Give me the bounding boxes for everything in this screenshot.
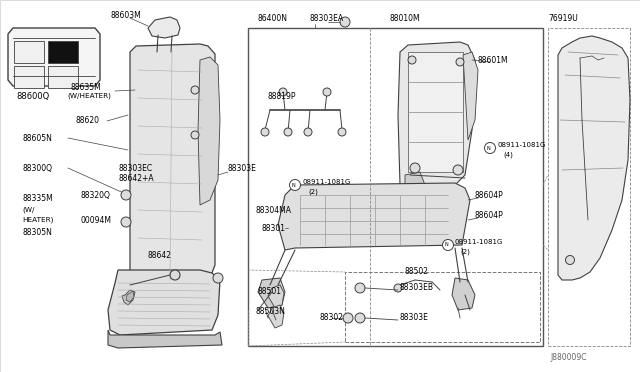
Circle shape [484,142,495,154]
Polygon shape [148,17,180,38]
Text: (W/: (W/ [22,207,35,213]
Text: 88303EC: 88303EC [118,164,152,173]
Circle shape [338,128,346,136]
Polygon shape [126,291,134,302]
Circle shape [355,283,365,293]
Circle shape [170,270,180,280]
Bar [48,66,78,88]
Text: 88642: 88642 [148,250,172,260]
Text: 08911-1081G: 08911-1081G [455,239,504,245]
Text: 88635M: 88635M [70,83,100,92]
Circle shape [343,313,353,323]
Circle shape [304,128,312,136]
Polygon shape [463,52,478,140]
Text: 88335M: 88335M [22,193,52,202]
Polygon shape [398,42,475,188]
Text: 88303E: 88303E [228,164,257,173]
Circle shape [340,17,350,27]
Circle shape [453,165,463,175]
Text: (2): (2) [308,189,318,195]
Text: 88501: 88501 [258,288,282,296]
Circle shape [121,190,131,200]
Bar [14,66,44,88]
Text: 88305N: 88305N [22,228,52,237]
Text: 88819P: 88819P [268,92,296,100]
Polygon shape [108,270,220,335]
Text: 88300Q: 88300Q [22,164,52,173]
Circle shape [213,273,223,283]
Text: 88502: 88502 [405,267,429,276]
Text: (2): (2) [460,249,470,255]
Polygon shape [278,183,470,250]
Text: 88303EA: 88303EA [310,13,344,22]
Polygon shape [558,36,630,280]
Bar [345,272,540,342]
Polygon shape [8,28,100,86]
Text: 88604P: 88604P [475,190,504,199]
Circle shape [456,58,464,66]
Text: 88620: 88620 [75,115,99,125]
Circle shape [442,240,454,250]
Text: (4): (4) [503,152,513,158]
Bar [14,41,44,63]
Text: 88303EB: 88303EB [400,283,434,292]
Circle shape [355,313,365,323]
Circle shape [394,284,402,292]
Polygon shape [268,305,284,328]
Text: 88601M: 88601M [478,55,509,64]
Text: (W/HEATER): (W/HEATER) [67,93,111,99]
Text: 88642+A: 88642+A [118,173,154,183]
Circle shape [261,128,269,136]
Polygon shape [452,278,475,310]
Text: 88503N: 88503N [255,308,285,317]
Circle shape [191,131,199,139]
Text: 08911-1081G: 08911-1081G [498,142,547,148]
Circle shape [191,86,199,94]
Circle shape [121,217,131,227]
Text: 88302: 88302 [320,314,344,323]
Bar [408,52,463,172]
Text: 88600Q: 88600Q [16,92,49,100]
Circle shape [410,163,420,173]
Polygon shape [108,330,222,348]
Text: 88304MA: 88304MA [255,205,291,215]
Text: 76919U: 76919U [548,13,578,22]
Text: N: N [486,145,490,151]
Text: N: N [444,243,448,247]
Text: 08911-1081G: 08911-1081G [303,179,351,185]
Circle shape [284,128,292,136]
Circle shape [323,88,331,96]
Polygon shape [130,44,215,285]
Text: 88301: 88301 [262,224,286,232]
Text: HEATER): HEATER) [22,217,53,223]
Text: 00094M: 00094M [80,215,111,224]
Polygon shape [268,285,284,308]
Polygon shape [258,278,285,308]
Text: 88605N: 88605N [22,134,52,142]
Text: 86400N: 86400N [258,13,288,22]
Text: 88320Q: 88320Q [80,190,110,199]
Text: 88604P: 88604P [475,211,504,219]
Polygon shape [122,290,135,305]
Text: 88303E: 88303E [400,314,429,323]
Text: 88010M: 88010M [390,13,420,22]
Polygon shape [405,172,425,192]
Circle shape [289,180,301,190]
Text: N: N [291,183,295,187]
Polygon shape [198,57,220,205]
Circle shape [566,256,575,264]
Circle shape [279,88,287,96]
Text: J880009C: J880009C [550,353,586,362]
Text: 88603M: 88603M [110,10,141,19]
Circle shape [408,56,416,64]
Bar [548,28,630,346]
Bar [48,41,78,63]
Bar [248,28,543,346]
